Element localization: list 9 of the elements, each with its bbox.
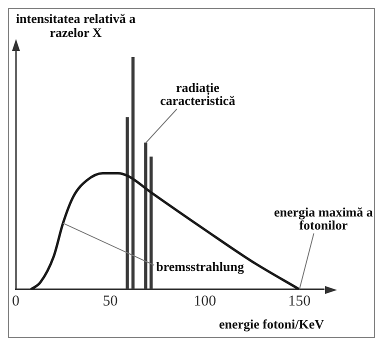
x-tick-label: 100 <box>194 293 216 310</box>
x-tick-label: 50 <box>102 293 118 310</box>
x-tick-label: 0 <box>12 293 20 310</box>
text: intensitatea relativă a razelor X <box>16 11 136 40</box>
x-tick-label: 150 <box>288 293 311 310</box>
annotation: energia maximă a fotonilor <box>274 204 374 232</box>
annotation: radiație caracteristică <box>160 80 236 108</box>
x-axis-title: energie fotoni/KeV <box>218 316 325 332</box>
annotation: bremsstrahlung <box>156 259 244 274</box>
